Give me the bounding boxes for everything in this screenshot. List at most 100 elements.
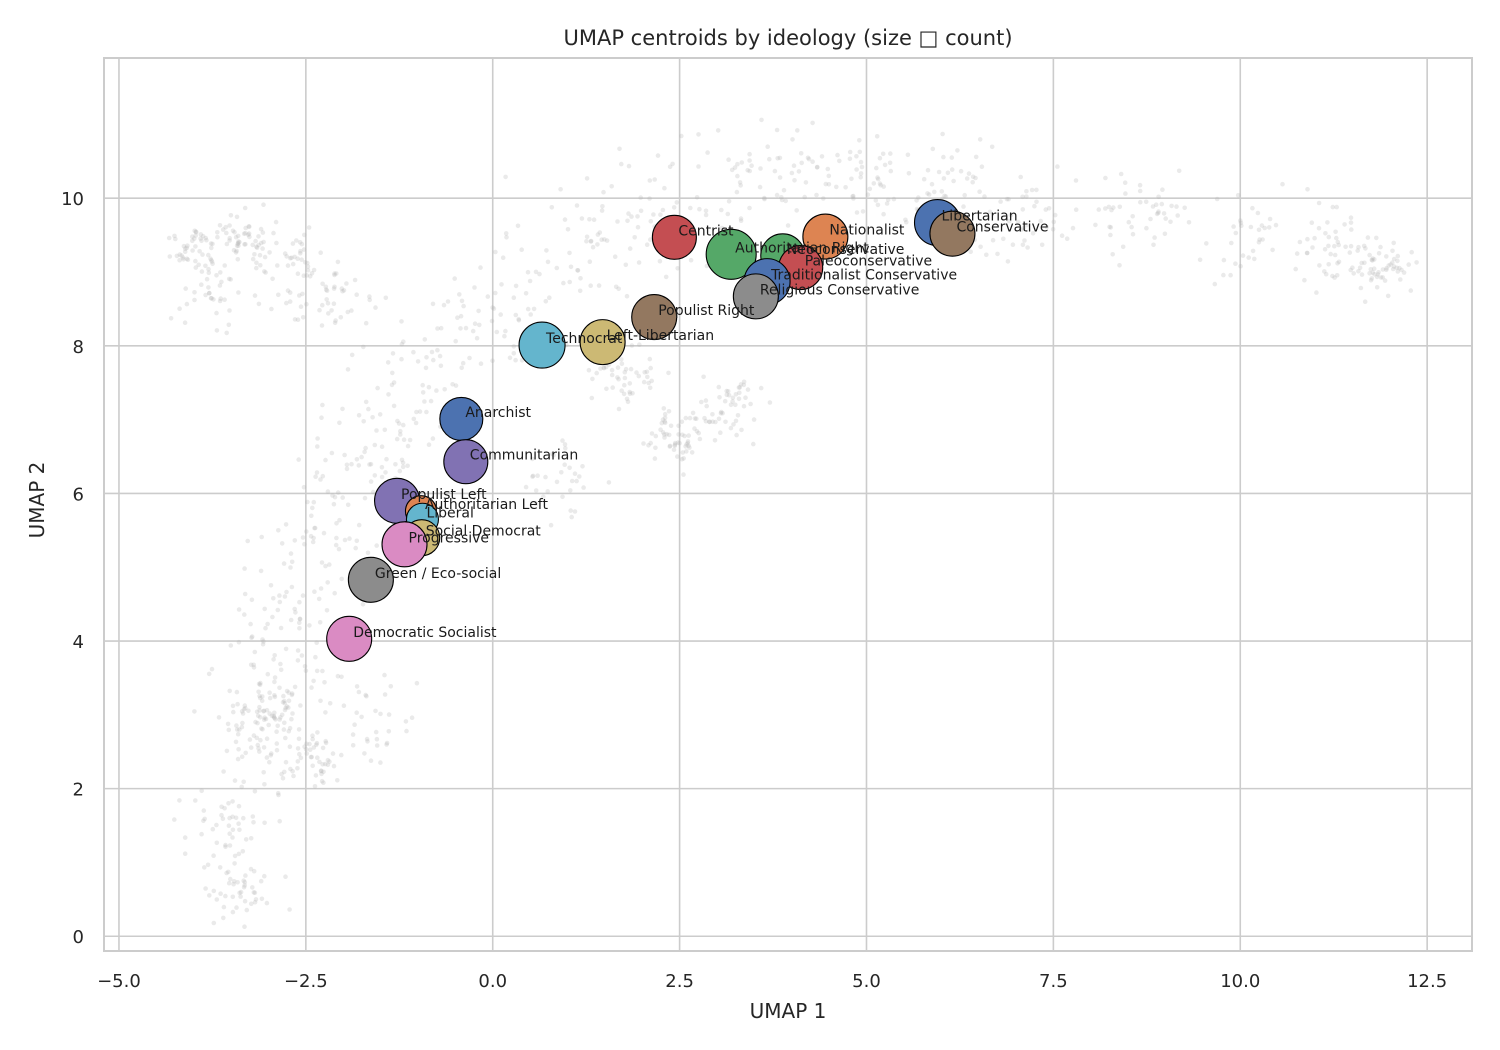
background-point [227, 728, 232, 733]
background-point [332, 271, 337, 276]
background-point [250, 885, 255, 890]
background-point [514, 313, 519, 318]
background-point [332, 502, 337, 507]
background-point [835, 153, 840, 158]
background-point [291, 241, 296, 246]
background-point [1414, 260, 1419, 265]
background-point [241, 816, 246, 821]
background-point [690, 450, 695, 455]
background-point [245, 539, 250, 544]
background-point [1051, 227, 1056, 232]
background-point [288, 299, 293, 304]
background-point [317, 760, 322, 765]
background-point [323, 458, 328, 463]
background-point [688, 416, 693, 421]
background-point [940, 132, 945, 137]
background-point [978, 137, 983, 142]
background-point [942, 176, 947, 181]
background-point [1356, 245, 1361, 250]
background-point [314, 743, 319, 748]
background-point [361, 419, 366, 424]
background-point [762, 196, 767, 201]
background-point [427, 385, 432, 390]
background-point [738, 183, 743, 188]
background-point [563, 217, 568, 222]
background-point [501, 255, 506, 260]
background-point [323, 739, 328, 744]
background-point [326, 489, 331, 494]
background-point [1117, 263, 1122, 268]
background-point [459, 314, 464, 319]
background-point [211, 853, 216, 858]
background-point [1350, 265, 1355, 270]
background-point [197, 249, 202, 254]
background-point [369, 479, 374, 484]
background-point [604, 365, 609, 370]
background-point [287, 699, 292, 704]
background-point [296, 658, 301, 663]
background-point [371, 490, 376, 495]
background-point [248, 622, 253, 627]
background-point [641, 441, 646, 446]
background-point [516, 317, 521, 322]
background-point [1152, 235, 1157, 240]
background-point [211, 297, 216, 302]
background-point [619, 162, 624, 167]
background-point [286, 263, 291, 268]
background-point [692, 426, 697, 431]
background-point [1359, 286, 1364, 291]
background-point [375, 743, 380, 748]
background-point [875, 134, 880, 139]
background-point [374, 730, 379, 735]
background-point [695, 195, 700, 200]
background-point [1302, 278, 1307, 283]
background-point [1163, 232, 1168, 237]
background-point [183, 249, 188, 254]
background-point [442, 303, 447, 308]
background-point [203, 264, 208, 269]
background-point [459, 366, 464, 371]
background-point [528, 312, 533, 317]
background-point [322, 680, 327, 685]
background-point [232, 861, 237, 866]
background-point [768, 400, 773, 405]
background-point [1047, 206, 1052, 211]
background-point [645, 375, 650, 380]
background-point [735, 174, 740, 179]
background-point [590, 377, 595, 382]
background-point [277, 593, 282, 598]
background-point [298, 617, 303, 622]
background-point [965, 176, 970, 181]
background-point [336, 260, 341, 265]
background-point [1018, 175, 1023, 180]
background-point [202, 865, 207, 870]
background-point [420, 383, 425, 388]
background-point [628, 381, 633, 386]
background-point [1312, 236, 1317, 241]
background-point [241, 711, 246, 716]
background-point [745, 168, 750, 173]
background-point [290, 769, 295, 774]
background-point [1293, 267, 1298, 272]
background-point [615, 219, 620, 224]
background-point [1349, 220, 1354, 225]
background-point [281, 776, 286, 781]
background-point [200, 269, 205, 274]
background-point [269, 307, 274, 312]
background-point [249, 635, 254, 640]
background-point [1363, 299, 1368, 304]
background-point [242, 612, 247, 617]
background-point [1327, 235, 1332, 240]
background-point [332, 591, 337, 596]
background-point [1236, 193, 1241, 198]
background-point [749, 163, 754, 168]
background-point [221, 916, 226, 921]
background-point [837, 159, 842, 164]
background-point [327, 562, 332, 567]
background-point [254, 261, 259, 266]
background-point [968, 250, 973, 255]
background-point [878, 156, 883, 161]
background-point [503, 329, 508, 334]
background-point [261, 639, 266, 644]
background-point [250, 598, 255, 603]
